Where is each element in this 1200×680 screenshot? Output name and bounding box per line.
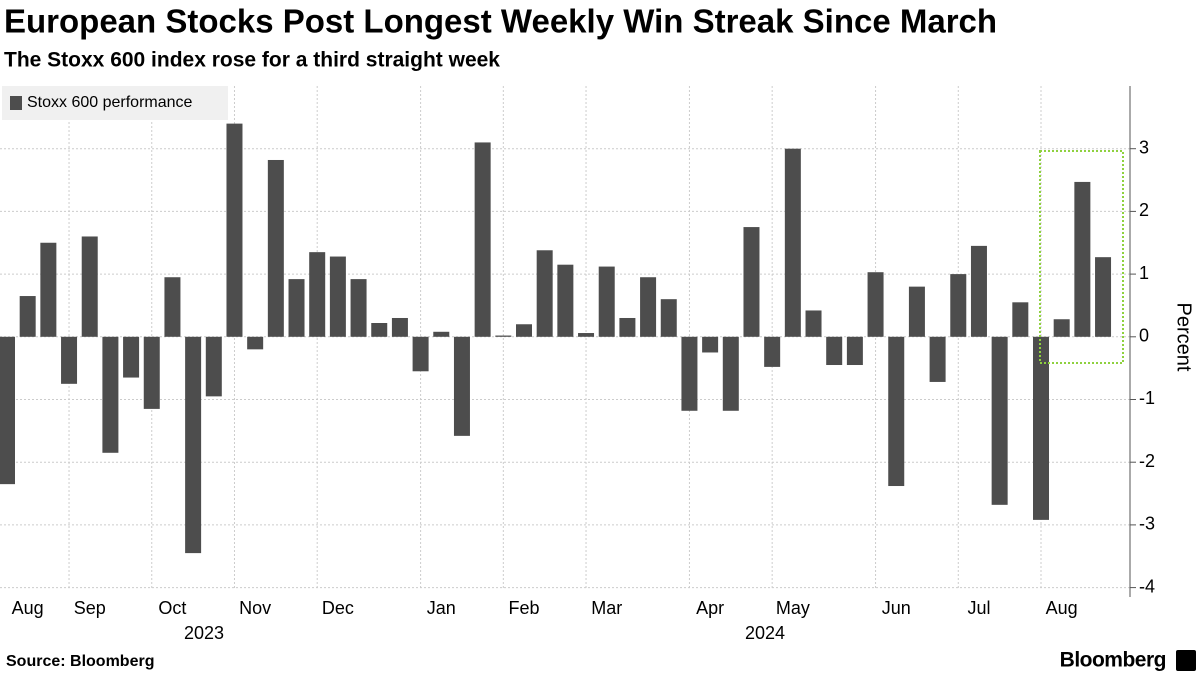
bar xyxy=(185,336,202,554)
bar xyxy=(516,324,532,337)
bar xyxy=(950,274,967,337)
bar xyxy=(805,310,822,337)
bar xyxy=(288,279,305,337)
bar xyxy=(743,227,760,337)
bar xyxy=(267,159,284,337)
bar xyxy=(329,256,346,337)
y-tick-label: 1 xyxy=(1139,263,1149,283)
bar xyxy=(1095,257,1112,337)
x-tick-label: Apr xyxy=(696,598,724,618)
y-tick-label: -2 xyxy=(1139,451,1155,471)
bar xyxy=(164,277,181,337)
bar xyxy=(722,336,739,411)
bar xyxy=(908,286,925,337)
bar xyxy=(453,336,470,436)
legend-label: Stoxx 600 performance xyxy=(27,94,193,111)
year-label: 2023 xyxy=(184,623,224,643)
bar xyxy=(495,335,512,337)
bar xyxy=(205,336,222,397)
brand: Bloomberg xyxy=(1060,649,1166,672)
bar xyxy=(1074,181,1091,337)
bar xyxy=(412,336,429,372)
x-tick-label: Sep xyxy=(74,598,106,618)
x-tick-label: Aug xyxy=(1046,598,1078,618)
legend-box xyxy=(2,86,228,120)
x-tick-label: Mar xyxy=(591,598,622,618)
y-tick-label: 0 xyxy=(1139,326,1149,346)
bar xyxy=(991,336,1008,505)
bar xyxy=(371,323,388,337)
bar xyxy=(660,299,677,337)
bar xyxy=(81,236,98,337)
chart-title: European Stocks Post Longest Weekly Win … xyxy=(4,3,997,40)
y-tick-label: 2 xyxy=(1139,200,1149,220)
bar xyxy=(640,277,657,337)
bar xyxy=(102,336,119,453)
chart-subtitle: The Stoxx 600 index rose for a third str… xyxy=(4,49,500,72)
x-tick-label: Nov xyxy=(239,598,271,618)
bar xyxy=(598,266,615,337)
x-tick-label: Jun xyxy=(882,598,911,618)
bar xyxy=(309,252,326,337)
bar xyxy=(474,142,491,337)
bar xyxy=(681,336,698,411)
bar xyxy=(433,331,450,337)
year-label: 2024 xyxy=(745,623,785,643)
legend-swatch xyxy=(10,96,22,110)
bar xyxy=(226,123,243,337)
bar xyxy=(247,336,264,350)
bar xyxy=(40,242,57,337)
x-tick-label: Jan xyxy=(427,598,456,618)
x-tick-label: Dec xyxy=(322,598,354,618)
bar xyxy=(619,317,636,337)
bar xyxy=(578,333,595,337)
highlight-box xyxy=(1039,150,1124,364)
bar xyxy=(970,245,987,337)
bar xyxy=(536,250,553,337)
bar xyxy=(1053,319,1070,337)
bar xyxy=(350,279,367,337)
x-tick-label: Feb xyxy=(508,598,539,618)
x-tick-label: Jul xyxy=(967,598,990,618)
bar xyxy=(0,336,15,485)
brand-icon xyxy=(1176,650,1196,671)
x-tick-label: Aug xyxy=(12,598,44,618)
legend: Stoxx 600 performance xyxy=(2,86,228,120)
bar xyxy=(764,336,781,367)
y-tick-label: -1 xyxy=(1139,388,1155,408)
bar xyxy=(61,336,78,384)
y-axis-label: Percent xyxy=(1173,303,1195,372)
bar xyxy=(867,272,884,337)
x-tick-label: May xyxy=(776,598,810,618)
bar xyxy=(391,317,408,337)
y-tick-label: -3 xyxy=(1139,514,1155,534)
bar xyxy=(19,296,36,337)
bar xyxy=(784,148,801,337)
bar xyxy=(846,336,863,366)
bar xyxy=(1033,336,1049,520)
source: Source: Bloomberg xyxy=(6,653,154,670)
bar xyxy=(557,264,574,337)
bar xyxy=(826,336,843,366)
bar xyxy=(123,336,140,378)
bar xyxy=(929,336,946,382)
y-tick-label: 3 xyxy=(1139,137,1149,157)
bar xyxy=(888,336,905,487)
bar xyxy=(702,336,719,353)
bar xyxy=(143,336,160,409)
bar xyxy=(1012,302,1029,337)
y-tick-label: -4 xyxy=(1139,576,1155,596)
x-tick-label: Oct xyxy=(158,598,186,618)
